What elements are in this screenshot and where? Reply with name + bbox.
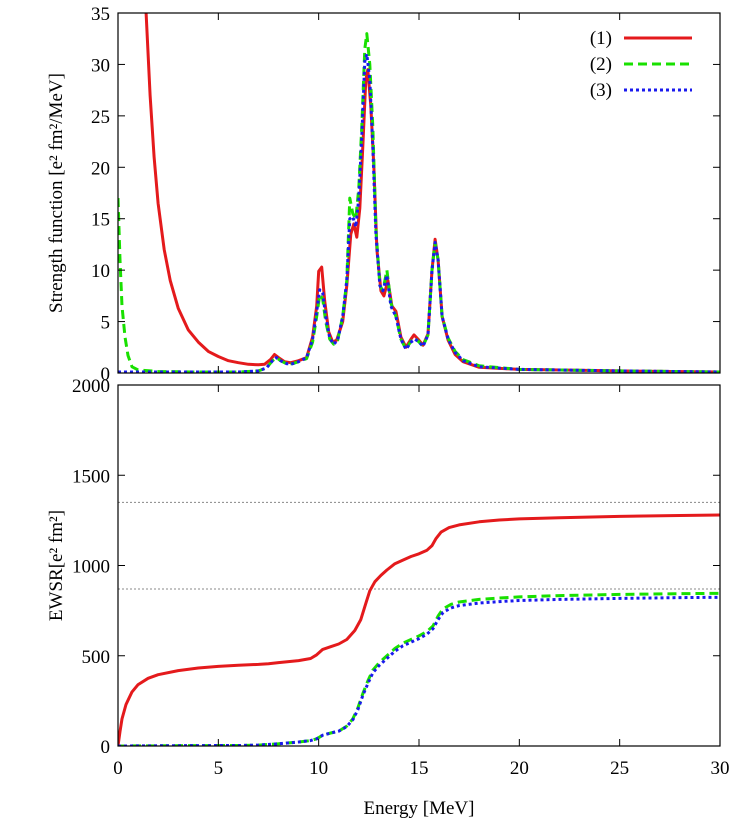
series-line-2	[118, 591, 720, 746]
y-tick-label: 25	[91, 107, 110, 128]
plot-frame	[117, 384, 721, 747]
y-tick-label: 15	[91, 210, 110, 231]
y-tick-label: 10	[91, 261, 110, 282]
series-line-3	[118, 52, 720, 373]
x-tick-label: 25	[610, 758, 629, 779]
series-line-2	[118, 32, 720, 373]
y-tick-label: 2000	[72, 376, 110, 397]
y-tick-label: 20	[91, 158, 110, 179]
ewsr-panel: 0 5 10 15 20 25 30 0 500 1000 1500 2000 EWSR[e² fm²]…	[46, 376, 730, 819]
plot-area	[118, 13, 720, 373]
legend-label-3: (3)	[590, 80, 612, 101]
y-tick-label: 5	[101, 313, 111, 334]
x-tick-label: 15	[410, 758, 429, 779]
y-tick-label: 0	[101, 364, 111, 385]
plot-area	[118, 513, 720, 746]
x-tick-label: 10	[309, 758, 328, 779]
y-tick-label: 35	[91, 4, 110, 25]
y-axis-label: EWSR[e² fm²]	[46, 510, 67, 621]
x-axis-label: Energy [MeV]	[364, 798, 475, 819]
y-tick-label: 500	[82, 647, 111, 668]
y-tick-label: 1000	[72, 557, 110, 578]
y-tick-label: 1500	[72, 466, 110, 487]
y-tick-label: 30	[91, 55, 110, 76]
y-axis-label: Strength function [e² fm²/MeV]	[46, 73, 67, 313]
x-tick-label: 0	[113, 758, 123, 779]
x-tick-label: 5	[214, 758, 224, 779]
legend-label-1: (1)	[590, 28, 612, 49]
x-tick-label: 20	[510, 758, 529, 779]
series-line-1	[118, 513, 720, 746]
series-line-1	[144, 13, 720, 373]
strength-function-panel: 0 5 10 15 20 25 30 35 Strength function [e² fm²/…	[46, 4, 721, 385]
legend-label-2: (2)	[590, 54, 612, 75]
x-tick-label: 30	[711, 758, 730, 779]
plot-frame	[117, 12, 721, 374]
y-tick-label: 0	[101, 737, 111, 758]
series-line-3	[118, 595, 720, 746]
